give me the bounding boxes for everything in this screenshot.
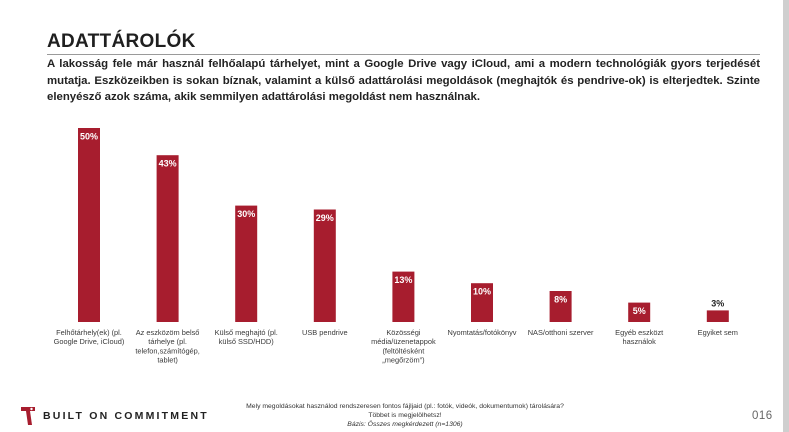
brand-slogan: BUILT ON COMMITMENT	[43, 410, 209, 422]
question-line-1: Mely megoldásokat használod rendszeresen…	[246, 403, 564, 410]
question-line-2: Többet is megjelölhetsz!	[368, 412, 442, 419]
bar-7	[549, 291, 572, 322]
category-label-6: Nyomtatás/fotókönyv	[447, 328, 516, 337]
bar-chart: 50% Felhőtárhely(ek) (pl. Google Drive, iC…	[54, 128, 738, 365]
bar-6	[471, 283, 493, 322]
data-label-3: 30%	[237, 209, 255, 219]
brand-logo-icon	[21, 407, 35, 425]
bar-2	[156, 155, 179, 322]
category-label-8: Egyéb eszközt használok	[615, 328, 663, 346]
bar-3	[235, 205, 258, 322]
category-label-5: Közösségi média/üzenetappok (feltöltésként…	[371, 328, 436, 365]
bar-4	[313, 209, 336, 322]
page-title: ADATTÁROLÓK	[47, 31, 196, 52]
data-label-1: 50%	[80, 132, 98, 142]
category-label-1: Felhőtárhely(ek) (pl. Google Drive, iClou…	[54, 328, 125, 346]
data-label-9: 3%	[711, 298, 724, 308]
category-label-2: Az eszközöm belső tárhelye (pl. telefon,sz…	[135, 328, 200, 365]
title-divider	[47, 54, 760, 55]
bar-1	[78, 128, 100, 322]
right-edge-rule	[783, 0, 789, 432]
category-label-4: USB pendrive	[302, 328, 348, 337]
bar-9	[706, 310, 729, 322]
bar-5	[392, 271, 415, 322]
data-label-4: 29%	[316, 213, 334, 223]
data-label-2: 43%	[159, 159, 177, 169]
survey-question: Mely megoldásokat használod rendszeresen…	[222, 402, 588, 429]
category-label-9: Egyiket sem	[698, 328, 738, 337]
intro-paragraph: A lakosság fele már használ felhőalapú t…	[47, 58, 760, 103]
category-label-3: Külső meghajtó (pl. külső SSD/HDD)	[215, 328, 278, 346]
data-label-7: 8%	[554, 295, 567, 305]
data-label-5: 13%	[394, 275, 412, 285]
page-number: 016	[752, 410, 773, 422]
sample-basis: Bázis: Összes megkérdezett (n=1306)	[347, 421, 463, 428]
category-label-7: NAS/otthoni szerver	[528, 328, 594, 337]
data-label-6: 10%	[473, 287, 491, 297]
bar-8	[628, 302, 651, 322]
data-label-8: 5%	[633, 306, 646, 316]
